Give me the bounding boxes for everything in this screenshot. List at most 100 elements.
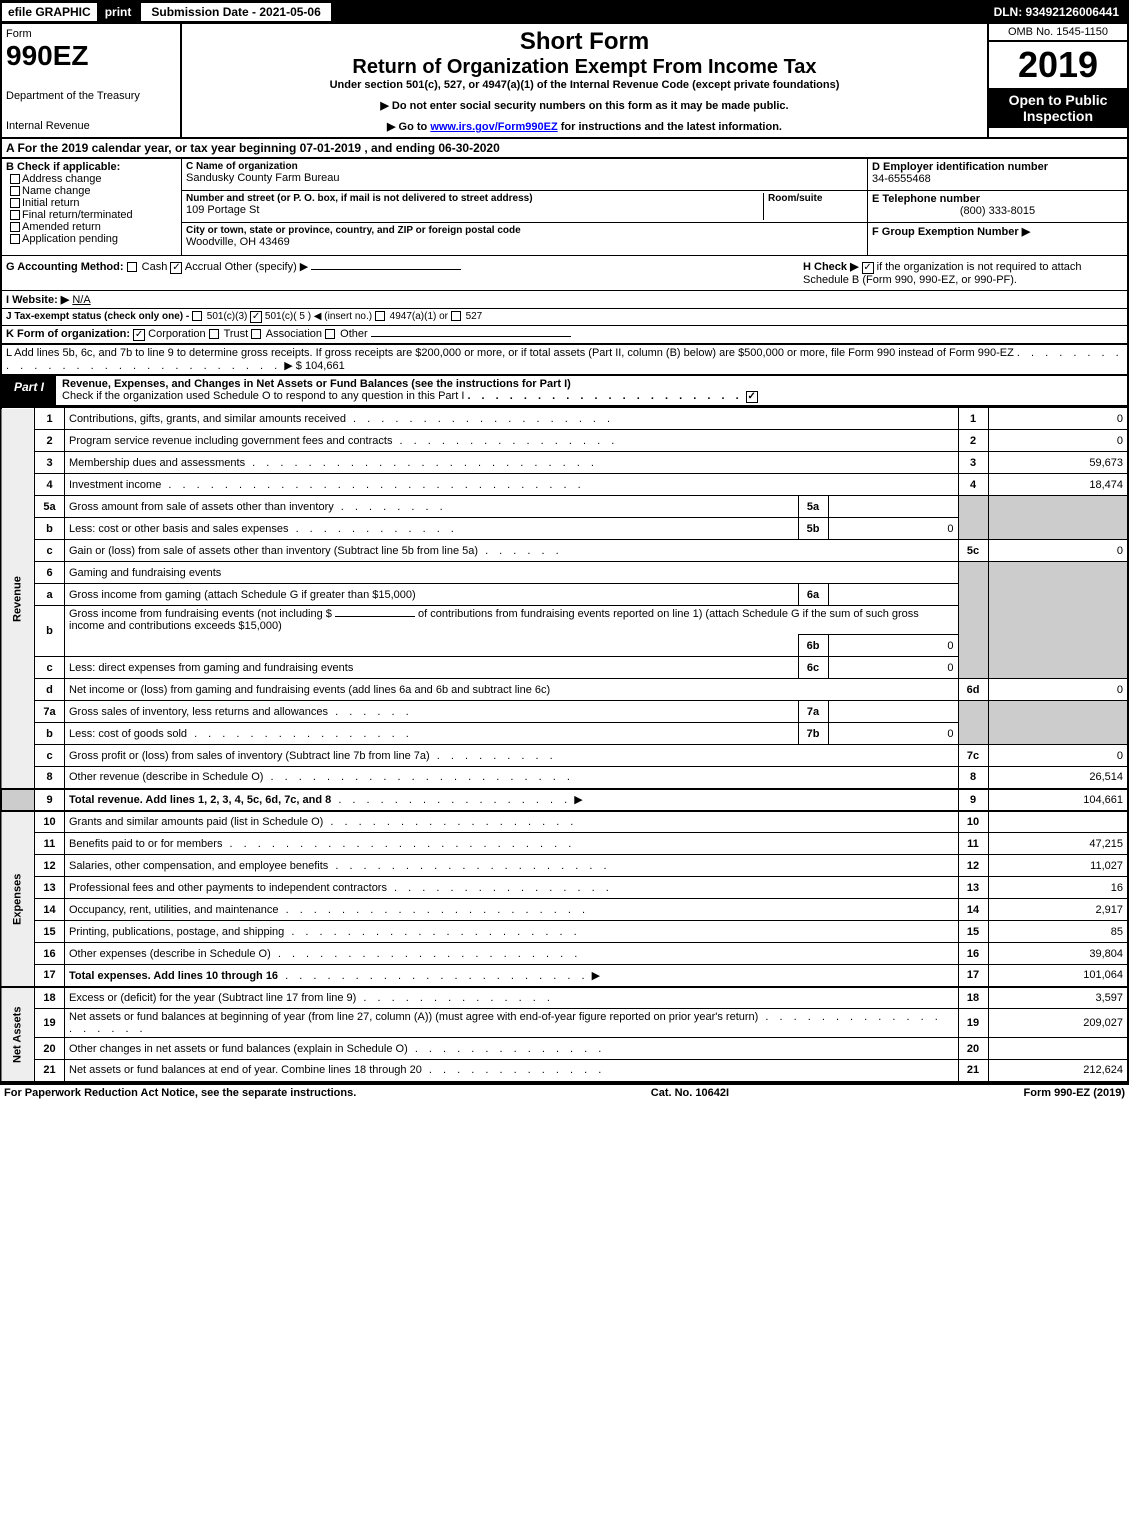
chk-trust[interactable] — [209, 329, 219, 339]
tel: (800) 333-8015 — [872, 205, 1123, 217]
line-11-desc: Benefits paid to or for members . . . . … — [65, 833, 959, 855]
top-bar: efile GRAPHIC print Submission Date - 20… — [0, 0, 1129, 24]
tax-year: 2019 — [989, 42, 1127, 88]
print-button[interactable]: print — [97, 3, 140, 21]
h-check-label: H Check ▶ — [803, 261, 859, 273]
dept-treasury: Department of the Treasury — [6, 90, 176, 102]
line-13-col: 13 — [958, 877, 988, 899]
line-7a-subamt — [828, 701, 958, 723]
tel-cell: E Telephone number (800) 333-8015 — [868, 191, 1127, 223]
dln-label: DLN: 93492126006441 — [986, 3, 1127, 21]
line-8-amt: 26,514 — [988, 767, 1128, 789]
line-6-desc: Gaming and fundraising events — [65, 562, 959, 584]
line-5c-amt: 0 — [988, 540, 1128, 562]
line-20-amt — [988, 1038, 1128, 1060]
line-16-num: 16 — [35, 943, 65, 965]
accounting-label: G Accounting Method: — [6, 261, 124, 273]
chk-527[interactable] — [451, 311, 461, 321]
chk-corp[interactable]: ✓ — [133, 329, 145, 341]
line-5c-col: 5c — [958, 540, 988, 562]
line-19-num: 19 — [35, 1009, 65, 1038]
expenses-vert-label: Expenses — [1, 811, 35, 987]
line-11-num: 11 — [35, 833, 65, 855]
line-13-desc: Professional fees and other payments to … — [65, 877, 959, 899]
line-6d-col: 6d — [958, 679, 988, 701]
line-7b-subamt: 0 — [828, 723, 958, 745]
gray-6-amt — [988, 562, 1128, 679]
org-name-label: C Name of organization — [186, 161, 863, 172]
goto-note: ▶ Go to www.irs.gov/Form990EZ for instru… — [186, 120, 983, 133]
line-9-num: 9 — [35, 789, 65, 811]
line-21-desc: Net assets or fund balances at end of ye… — [65, 1060, 959, 1082]
line-19-desc: Net assets or fund balances at beginning… — [65, 1009, 959, 1038]
line-16-desc: Other expenses (describe in Schedule O) … — [65, 943, 959, 965]
header-right: OMB No. 1545-1150 2019 Open to Public In… — [987, 24, 1127, 137]
line-3-num: 3 — [35, 452, 65, 474]
line-1-amt: 0 — [988, 408, 1128, 430]
line-7c-col: 7c — [958, 745, 988, 767]
chk-assoc[interactable] — [251, 329, 261, 339]
line-10-num: 10 — [35, 811, 65, 833]
line-12-col: 12 — [958, 855, 988, 877]
tel-label: E Telephone number — [872, 193, 1123, 205]
line-6b-desc1: Gross income from fundraising events (no… — [65, 606, 959, 635]
chk-address-change[interactable]: Address change — [10, 173, 177, 185]
chk-schedule-o[interactable]: ✓ — [746, 391, 758, 403]
line-6a-desc: Gross income from gaming (attach Schedul… — [65, 584, 799, 606]
line-15-num: 15 — [35, 921, 65, 943]
chk-accrual[interactable]: ✓ — [170, 262, 182, 274]
line-2-desc: Program service revenue including govern… — [65, 430, 959, 452]
line-9-amt: 104,661 — [988, 789, 1128, 811]
line-7c-num: c — [35, 745, 65, 767]
line-14-amt: 2,917 — [988, 899, 1128, 921]
chk-cash[interactable] — [127, 262, 137, 272]
chk-501c[interactable]: ✓ — [250, 311, 262, 323]
section-def: D Employer identification number 34-6555… — [867, 159, 1127, 255]
form-org-label: K Form of organization: — [6, 328, 130, 340]
line-14-num: 14 — [35, 899, 65, 921]
submission-date: Submission Date - 2021-05-06 — [139, 3, 332, 21]
room-label: Room/suite — [768, 193, 863, 204]
line-15-desc: Printing, publications, postage, and shi… — [65, 921, 959, 943]
irs-link[interactable]: www.irs.gov/Form990EZ — [430, 121, 557, 133]
chk-amended[interactable]: Amended return — [10, 221, 177, 233]
group-exempt-label: F Group Exemption Number ▶ — [872, 226, 1030, 238]
chk-4947[interactable] — [375, 311, 385, 321]
line-18-col: 18 — [958, 987, 988, 1009]
goto-post: for instructions and the latest informat… — [558, 121, 782, 133]
chk-501c3[interactable] — [192, 311, 202, 321]
line-12-num: 12 — [35, 855, 65, 877]
line-14-desc: Occupancy, rent, utilities, and maintena… — [65, 899, 959, 921]
chk-app-pending[interactable]: Application pending — [10, 233, 177, 245]
line-7b-desc: Less: cost of goods sold . . . . . . . .… — [65, 723, 799, 745]
netassets-vert-label: Net Assets — [1, 987, 35, 1082]
footer-cat: Cat. No. 10642I — [356, 1087, 1023, 1099]
line-2-col: 2 — [958, 430, 988, 452]
rev-pad — [1, 789, 35, 811]
line-11-col: 11 — [958, 833, 988, 855]
goto-pre: ▶ Go to — [387, 121, 430, 133]
line-6d-desc: Net income or (loss) from gaming and fun… — [65, 679, 959, 701]
ssn-note: ▶ Do not enter social security numbers o… — [186, 99, 983, 112]
line-5a-sub: 5a — [798, 496, 828, 518]
subtitle: Under section 501(c), 527, or 4947(a)(1)… — [186, 79, 983, 91]
tax-exempt-label: J Tax-exempt status (check only one) - — [6, 311, 189, 322]
line-5a-subamt — [828, 496, 958, 518]
open-inspection: Open to Public Inspection — [989, 88, 1127, 128]
tax-period: A For the 2019 calendar year, or tax yea… — [0, 139, 1129, 159]
line-4-num: 4 — [35, 474, 65, 496]
chk-schedule-b[interactable]: ✓ — [862, 262, 874, 274]
chk-name-change[interactable]: Name change — [10, 185, 177, 197]
line-7a-sub: 7a — [798, 701, 828, 723]
chk-initial-return[interactable]: Initial return — [10, 197, 177, 209]
line-18-num: 18 — [35, 987, 65, 1009]
chk-final-return[interactable]: Final return/terminated — [10, 209, 177, 221]
short-form-title: Short Form — [186, 28, 983, 56]
chk-other[interactable] — [325, 329, 335, 339]
ein-cell: D Employer identification number 34-6555… — [868, 159, 1127, 191]
org-name: Sandusky County Farm Bureau — [186, 172, 863, 184]
line-16-col: 16 — [958, 943, 988, 965]
gray-7-amt — [988, 701, 1128, 745]
address-label: Number and street (or P. O. box, if mail… — [186, 193, 763, 204]
gray-6 — [958, 562, 988, 679]
